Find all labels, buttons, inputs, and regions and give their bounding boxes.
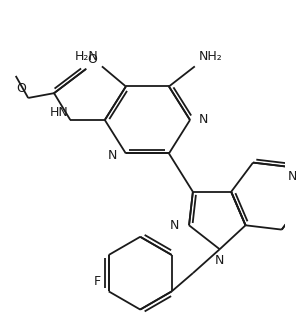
Text: N: N: [287, 170, 296, 183]
Text: N: N: [170, 219, 179, 232]
Text: N: N: [108, 149, 117, 162]
Text: O: O: [88, 53, 97, 66]
Text: F: F: [94, 275, 101, 288]
Text: NH₂: NH₂: [199, 50, 222, 63]
Text: H₂N: H₂N: [74, 50, 98, 63]
Text: HN: HN: [50, 106, 68, 119]
Text: O: O: [16, 82, 26, 95]
Text: N: N: [199, 114, 208, 126]
Text: N: N: [215, 254, 224, 267]
